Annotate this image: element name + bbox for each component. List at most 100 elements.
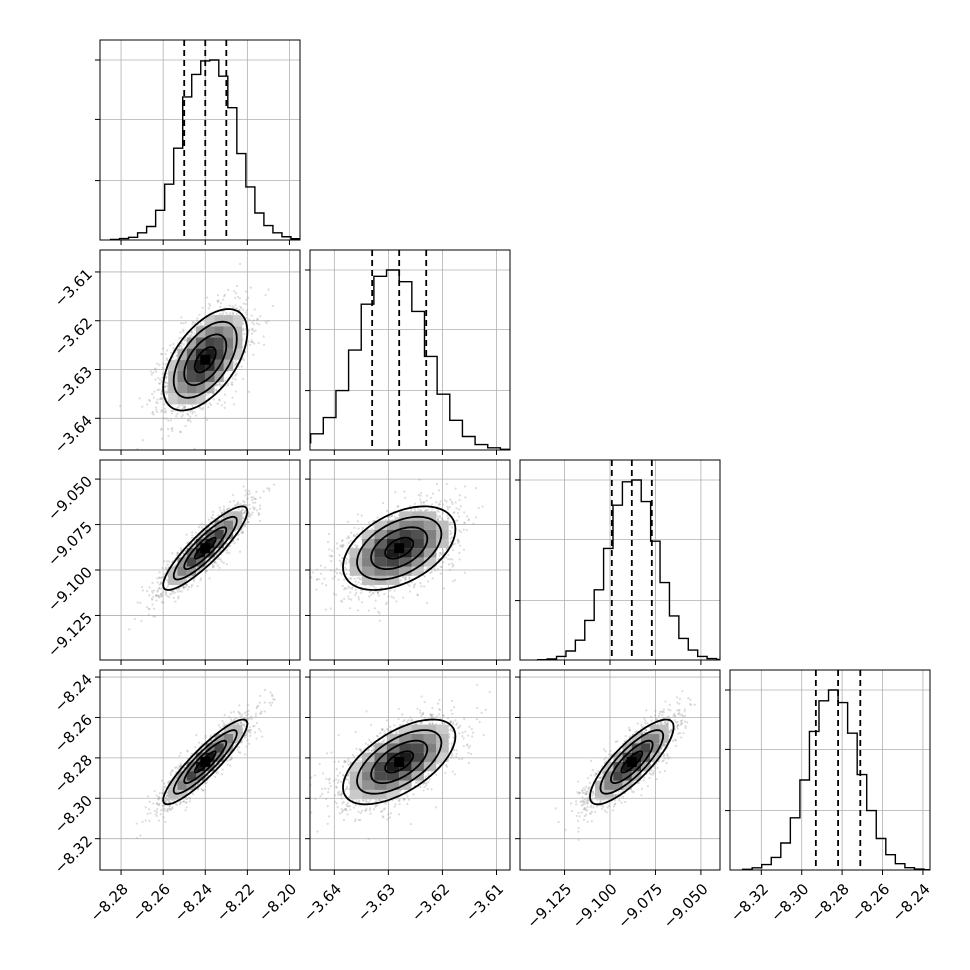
sample-point [159,378,162,381]
sample-point [154,370,158,373]
sample-point [234,304,237,307]
sample-point [360,601,364,604]
sample-point [164,411,167,414]
sample-point [253,507,256,510]
sample-point [128,628,131,631]
sample-point [247,390,251,393]
sample-point [167,419,170,422]
sample-point [215,389,218,392]
sample-point [205,563,208,566]
sample-point [248,328,251,332]
sample-point [165,417,168,420]
sample-point [355,583,358,586]
sample-point [221,511,224,514]
sample-point [166,584,170,587]
sample-point [419,500,422,504]
sample-point [457,515,460,518]
sample-point [148,608,151,611]
sample-point [435,482,438,486]
sample-point [153,368,156,371]
sample-point [229,312,232,315]
sample-point [186,542,189,545]
sample-point [436,518,439,522]
sample-point [183,339,186,342]
sample-point [349,607,352,610]
sample-point [429,496,433,499]
sample-point [174,600,177,603]
sample-point [182,406,186,409]
sample-point [180,590,183,593]
sample-point [226,382,229,385]
density-cell [186,566,196,576]
sample-point [158,587,161,590]
density-cell [205,326,215,338]
sample-point [199,523,202,526]
density-peak [200,354,211,365]
sample-point [158,587,161,590]
sample-point [392,596,395,599]
sample-point [180,316,183,319]
sample-point [192,579,196,583]
sample-point [181,328,185,331]
density-cell [223,529,234,539]
sample-point [165,566,168,569]
sample-point [446,517,450,520]
sample-point [165,381,168,384]
sample-point [177,406,180,409]
sample-point [413,508,416,511]
sample-point [245,298,248,301]
sample-point [228,544,232,547]
sample-point [193,447,196,450]
sample-point [164,567,168,571]
sample-point [160,393,163,396]
sample-point [226,549,229,552]
sample-point [257,513,260,516]
sample-point [181,414,184,417]
density-cell [177,557,187,567]
sample-point [158,583,161,586]
sample-point [180,415,183,419]
sample-point [244,302,248,306]
sample-point [194,531,198,534]
sample-point [197,526,201,529]
density-cell [233,511,243,521]
sample-point [141,405,144,408]
sample-point [262,335,265,338]
sample-point [331,577,334,580]
sample-point [207,406,210,409]
sample-point [147,613,150,616]
density-cell [168,370,178,383]
sample-point [239,502,242,506]
sample-point [242,322,245,325]
sample-point [191,412,194,415]
sample-point [229,500,232,503]
sample-point [164,352,167,356]
sample-point [417,509,420,512]
sample-point [248,492,251,495]
sample-point [140,619,143,622]
sample-point [193,410,196,414]
panel-1-1 [305,249,511,455]
sample-point [250,496,253,499]
sample-point [154,367,157,370]
sample-point [456,538,459,541]
sample-point [241,530,244,534]
sample-point [219,509,222,512]
density-cell [223,315,234,327]
sample-point [179,331,182,334]
sample-point [250,328,254,331]
sample-point [180,322,183,325]
sample-point [240,531,243,535]
sample-point [198,534,201,537]
sample-point [222,298,225,301]
sample-point [357,581,360,584]
sample-point [200,526,203,529]
y-tick-label: −3.61 [51,265,96,310]
sample-point [255,509,258,512]
sample-point [259,315,262,318]
sample-point [204,416,207,419]
sample-point [245,522,248,526]
sample-point [233,504,237,507]
sample-point [214,548,218,552]
density-cell [177,382,187,394]
